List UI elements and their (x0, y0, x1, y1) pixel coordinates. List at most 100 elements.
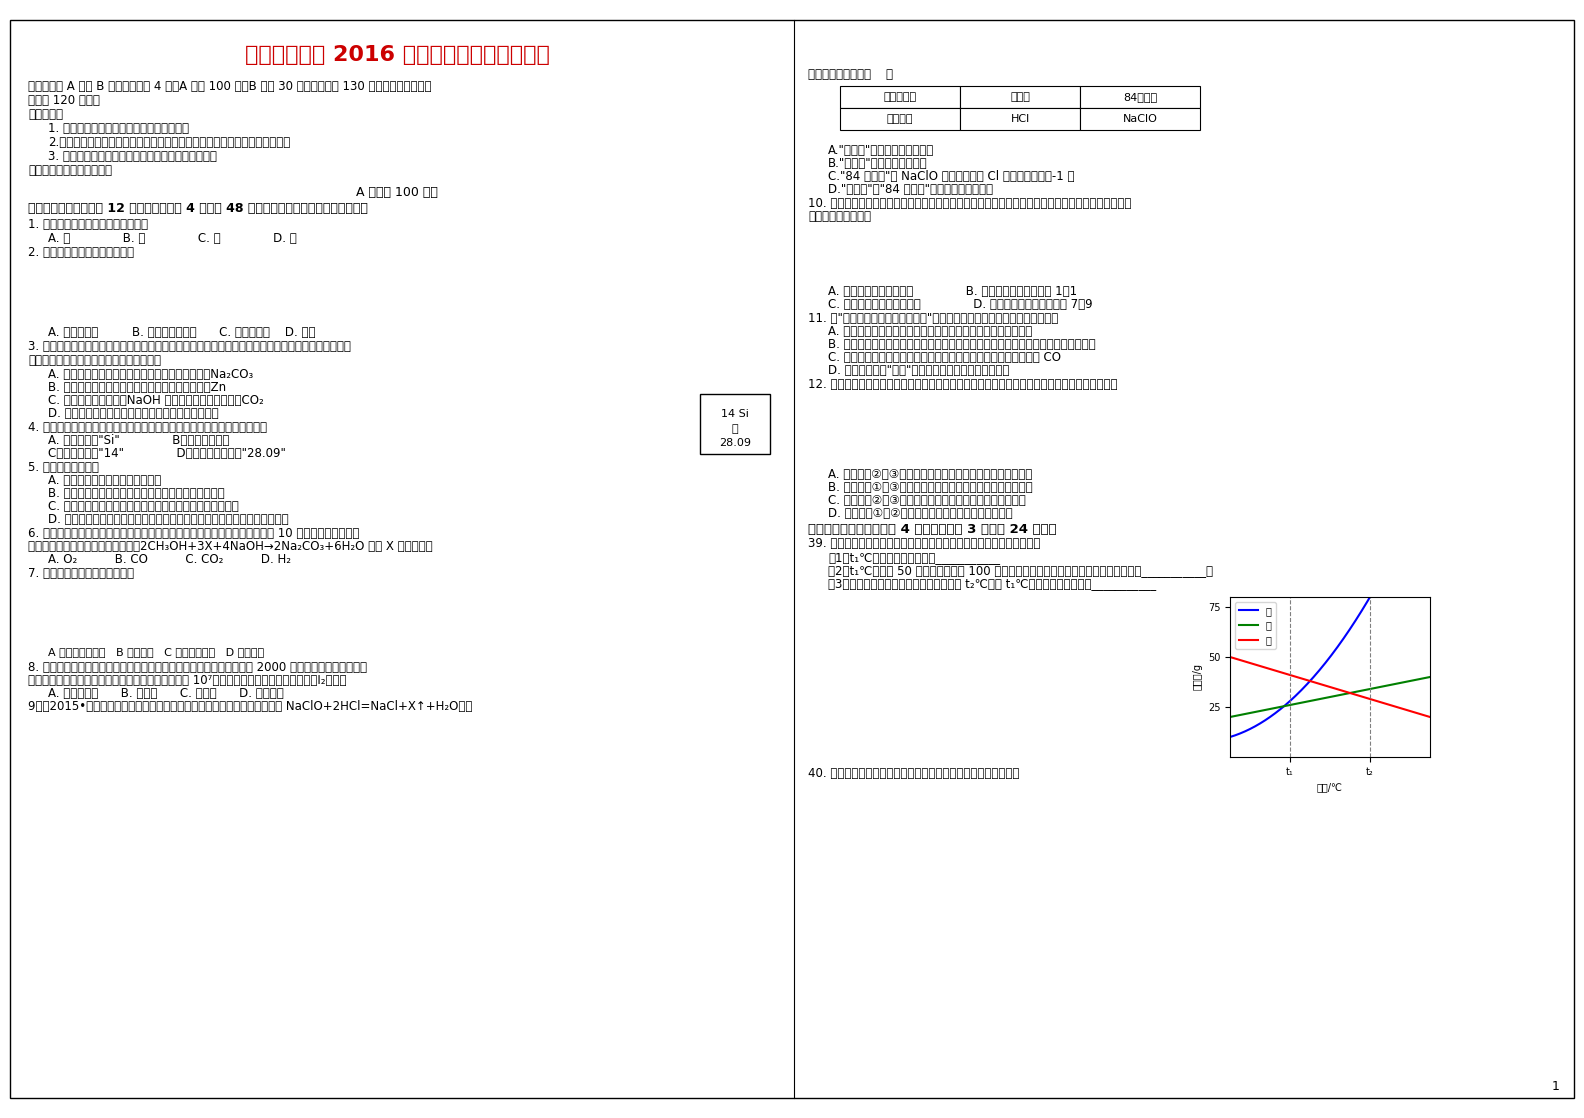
Text: D."洁厕灵"与"84 消毒液"混合后发生置换反应: D."洁厕灵"与"84 消毒液"混合后发生置换反应 (828, 183, 993, 196)
Text: A. 胶头滴管中的试剂：稀硫酸；集气瓶中的试剂：Na₂CO₃: A. 胶头滴管中的试剂：稀硫酸；集气瓶中的试剂：Na₂CO₃ (48, 368, 253, 381)
Text: A. 氧              B. 硅              C. 铁              D. 铝: A. 氧 B. 硅 C. 铁 D. 铝 (48, 233, 296, 245)
Text: 11. 在"对蜡烛及其燃烧的探究实验"现象或结论的叙述中，下列说法错误的是: 11. 在"对蜡烛及其燃烧的探究实验"现象或结论的叙述中，下列说法错误的是 (808, 312, 1058, 325)
Text: D. 胶头滴管中的试剂：浓硫酸；集气瓶中的试剂：水: D. 胶头滴管中的试剂：浓硫酸；集气瓶中的试剂：水 (48, 407, 219, 420)
甲 (1421, 471, 1440, 484)
乙 (1274, 700, 1293, 713)
Text: 4. 在元素周期表中硅元素的某些信息如图所示，下列有关硅的说法错误的是: 4. 在元素周期表中硅元素的某些信息如图所示，下列有关硅的说法错误的是 (29, 421, 268, 434)
X-axis label: 温度/℃: 温度/℃ (1316, 783, 1343, 793)
Text: A 卷（共 100 分）: A 卷（共 100 分） (356, 186, 437, 199)
甲 (1221, 730, 1240, 743)
Text: 硅: 硅 (732, 424, 738, 434)
Text: 9．（2015•贵阳）化学就在我们身边，下表是生活中常见的两种清洁剂，且 NaClO+2HCl=NaCl+X↑+H₂O，则: 9．（2015•贵阳）化学就在我们身边，下表是生活中常见的两种清洁剂，且 NaC… (29, 700, 472, 713)
甲 (1232, 726, 1251, 739)
Text: C. 洗涤剂能洗涤餐具上油污的原因是洗涤剂可以使油脂乳化: C. 洗涤剂能洗涤餐具上油污的原因是洗涤剂可以使油脂乳化 (48, 500, 239, 513)
Text: 有效成分: 有效成分 (887, 114, 914, 124)
Text: 7. 下列实验操作中，不正确的是: 7. 下列实验操作中，不正确的是 (29, 567, 135, 580)
乙 (1232, 708, 1251, 721)
Text: 5. 下列说法正确的是: 5. 下列说法正确的是 (29, 461, 98, 474)
乙 (1410, 672, 1429, 685)
Text: 加适量液体后，能观察到气球变大的组合是: 加适量液体后，能观察到气球变大的组合是 (29, 354, 162, 367)
Text: C、原子序数为"14"              D、相对原了质量为"28.09": C、原子序数为"14" D、相对原了质量为"28.09" (48, 447, 285, 459)
Bar (700, 394, 770, 454)
Line: 乙: 乙 (1231, 678, 1430, 717)
Text: 洁厕灵: 洁厕灵 (1011, 92, 1030, 102)
甲 (1403, 508, 1422, 521)
Text: D. 燃烧的蜡烛有"流泪"的现象，因为有蜡烛的熔点较低: D. 燃烧的蜡烛有"流泪"的现象，因为有蜡烛的熔点较低 (828, 364, 1009, 377)
Text: 化学共 120 分钟。: 化学共 120 分钟。 (29, 94, 100, 107)
Text: B. 胶头滴管中的试剂：稀盐酸；集气瓶中的试剂：Zn: B. 胶头滴管中的试剂：稀盐酸；集气瓶中的试剂：Zn (48, 381, 227, 394)
丙 (1232, 654, 1251, 667)
Text: C. 对比实验②和③，可研究盐酸温度对反应剧烈程度的影响: C. 对比实验②和③，可研究盐酸温度对反应剧烈程度的影响 (828, 494, 1026, 506)
Text: A."洁厕灵"可用于金属表面除锈: A."洁厕灵"可用于金属表面除锈 (828, 144, 935, 157)
Line: 丙: 丙 (1231, 657, 1430, 717)
Bar (1080, 86, 1201, 108)
Text: C. 胶头滴管中的试剂：NaOH 溶液；集气瓶中的试剂：CO₂: C. 胶头滴管中的试剂：NaOH 溶液；集气瓶中的试剂：CO₂ (48, 394, 265, 407)
Bar (840, 108, 960, 130)
Text: 1. 答题前请认真阅读答题卡上的注意事项。: 1. 答题前请认真阅读答题卡上的注意事项。 (48, 122, 188, 135)
Text: 3. 考试结束后，监考人员将试卷和答题卡一并收回。: 3. 考试结束后，监考人员将试卷和答题卡一并收回。 (48, 150, 217, 163)
Text: C. 该反应是吸收热量的反应              D. 反应中甲和丁的质量比为 7：9: C. 该反应是吸收热量的反应 D. 反应中甲和丁的质量比为 7：9 (828, 299, 1093, 311)
Text: 本试卷分为 A 卷和 B 卷两部分，共 4 页。A 卷共 100 分，B 卷共 30 分，全卷总分 130 分。考试时间物理、: 本试卷分为 A 卷和 B 卷两部分，共 4 页。A 卷共 100 分，B 卷共 … (29, 80, 431, 93)
Text: 6. 摩托罗拉公司研发了一种由甲醇为原料的新型手机电池，其容量为锂电池的 10 倍，可连续使用一个: 6. 摩托罗拉公司研发了一种由甲醇为原料的新型手机电池，其容量为锂电池的 10 … (29, 527, 360, 540)
丙 (1229, 653, 1248, 666)
Text: 14 Si: 14 Si (721, 409, 749, 419)
Text: A 检查装置气密性   B 蒸发结晶   C 取用固体粉末   D 添加液体: A 检查装置气密性 B 蒸发结晶 C 取用固体粉末 D 添加液体 (48, 647, 265, 657)
丙 (1421, 710, 1440, 723)
乙 (1258, 703, 1277, 717)
乙 (1403, 674, 1422, 688)
Legend: 甲, 乙, 丙: 甲, 乙, 丙 (1236, 601, 1275, 650)
丙 (1258, 662, 1277, 675)
Text: 注意事项：: 注意事项： (29, 108, 63, 121)
Bar (1080, 108, 1201, 130)
Text: 一．选择题（本题包括 12 个小题，每小题 4 分，共 48 分；每小题只有一个选项符合题意）: 一．选择题（本题包括 12 个小题，每小题 4 分，共 48 分；每小题只有一个… (29, 202, 367, 215)
Text: A. 甲、丙、丁都是氧化物              B. 反应物的分子个数比为 1：1: A. 甲、丙、丁都是氧化物 B. 反应物的分子个数比为 1：1 (828, 285, 1077, 299)
甲 (1258, 712, 1277, 726)
Text: C."84 消毒液"中 NaClO 属于盐，其中 Cl 元素的化合价呈-1 价: C."84 消毒液"中 NaClO 属于盐，其中 Cl 元素的化合价呈-1 价 (828, 170, 1074, 183)
乙 (1221, 710, 1240, 723)
Text: D. 铜粉在空气中加热后固体质量会增加，因此这个反应不遵守质量守恒定律: D. 铜粉在空气中加热后固体质量会增加，因此这个反应不遵守质量守恒定律 (48, 513, 288, 525)
乙 (1421, 671, 1440, 684)
Text: B. 钢铁是钢和铁熔合在一起制得的具有金属特性的合金: B. 钢铁是钢和铁熔合在一起制得的具有金属特性的合金 (48, 487, 225, 500)
Text: B. 罩在烛火上方的涂有澄清石灰水的烧杯内壁变浑浊，说明蜡烛燃烧有二氧化碳生成: B. 罩在烛火上方的涂有澄清石灰水的烧杯内壁变浑浊，说明蜡烛燃烧有二氧化碳生成 (828, 338, 1096, 351)
Bar (960, 108, 1080, 130)
乙 (1229, 709, 1248, 722)
Bar (840, 86, 960, 108)
甲 (1410, 493, 1429, 506)
Text: NaClO: NaClO (1123, 114, 1158, 124)
Text: 10. 物质甲是一种重要的化工原料，在点燃条件下可以和乙反应生成丙和丁，根据下列微观示意图得出: 10. 物质甲是一种重要的化工原料，在点燃条件下可以和乙反应生成丙和丁，根据下列… (808, 197, 1131, 210)
甲 (1229, 728, 1248, 741)
Text: B. 对比实验①和③，可研究盐酸的浓度对反应剧烈程度的影响: B. 对比实验①和③，可研究盐酸的浓度对反应剧烈程度的影响 (828, 481, 1033, 494)
Text: 相关技术中，用碘来掺杂聚合物，使其导电能力增加 10⁷倍，具有金属般的导电能力，碘（I₂）属于: 相关技术中，用碘来掺杂聚合物，使其导电能力增加 10⁷倍，具有金属般的导电能力，… (29, 674, 347, 686)
Text: C. 点燃蜡烛熄灭时的白烟，蜡烛能够被点燃，说明白烟是可燃气体 CO: C. 点燃蜡烛熄灭时的白烟，蜡烛能够被点燃，说明白烟是可燃气体 CO (828, 351, 1061, 364)
Text: 可能用到的相对原子质量：: 可能用到的相对原子质量： (29, 164, 112, 177)
丙 (1221, 651, 1240, 664)
Text: D. 对比实验①和②，可研究盐酸对反应剧烈程度的影响: D. 对比实验①和②，可研究盐酸对反应剧烈程度的影响 (828, 506, 1012, 520)
Text: 28.09: 28.09 (719, 438, 751, 448)
Text: A. 处理金属废弃物的方法是填埋法: A. 处理金属废弃物的方法是填埋法 (48, 474, 162, 487)
Text: HCl: HCl (1011, 114, 1030, 124)
Text: A. 罩在烛火上方的冷烧杯内壁出现白雾，说明蜡烛燃烧有水生成: A. 罩在烛火上方的冷烧杯内壁出现白雾，说明蜡烛燃烧有水生成 (828, 325, 1033, 338)
Text: 月才充一次电，其电池反应原理为：2CH₃OH+3X+4NaOH→2Na₂CO₃+6H₂O 其中 X 的化学式为: 月才充一次电，其电池反应原理为：2CH₃OH+3X+4NaOH→2Na₂CO₃+… (29, 540, 432, 553)
Bar (960, 86, 1080, 108)
Text: （3）将甲、乙、丙三种物质的饱和溶液从 t₂℃降至 t₁℃时，无晶体析出的是___________: （3）将甲、乙、丙三种物质的饱和溶液从 t₂℃降至 t₁℃时，无晶体析出的是__… (828, 577, 1156, 590)
Text: 40. 将下列实验的错误操作可能造成的后果的序号填入相应空格内: 40. 将下列实验的错误操作可能造成的后果的序号填入相应空格内 (808, 767, 1020, 780)
Text: 1. 地壳中质量分数含量最高的元素是: 1. 地壳中质量分数含量最高的元素是 (29, 218, 147, 231)
Line: 甲: 甲 (1231, 477, 1430, 737)
Text: 1: 1 (1552, 1080, 1560, 1093)
Text: A. O₂          B. CO          C. CO₂          D. H₂: A. O₂ B. CO C. CO₂ D. H₂ (48, 553, 291, 566)
Y-axis label: 溶解度/g: 溶解度/g (1193, 663, 1202, 691)
Text: A. 元素符号为"Si"              B、属于金属元素: A. 元素符号为"Si" B、属于金属元素 (48, 434, 230, 447)
Text: 四川省内江市 2016 年中考化学全真模拟试卷: 四川省内江市 2016 年中考化学全真模拟试卷 (244, 45, 550, 65)
Text: 39. 甲是、乙、丙三种固体物质的溶解度曲线，请结合图回答下列问题：: 39. 甲是、乙、丙三种固体物质的溶解度曲线，请结合图回答下列问题： (808, 537, 1041, 550)
Text: 12. 为探究影响锌粒与盐酸反应剧烈程度的因素，某学习小组设计了下列实验，下列说法正确的是: 12. 为探究影响锌粒与盐酸反应剧烈程度的因素，某学习小组设计了下列实验，下列说… (808, 378, 1117, 391)
Text: 二．填空题（本大题包括 4 个小题，每空 3 分，共 24 分。）: 二．填空题（本大题包括 4 个小题，每空 3 分，共 24 分。） (808, 523, 1057, 536)
Text: （2）t₁℃时，将 50 克甲物质加入到 100 克水中，充分搅拌，所得溶液的溶质质量分数为___________；: （2）t₁℃时，将 50 克甲物质加入到 100 克水中，充分搅拌，所得溶液的溶… (828, 563, 1213, 577)
Text: 2. 下列实验操作或装置正确的是: 2. 下列实验操作或装置正确的是 (29, 246, 135, 259)
Text: 84消毒液: 84消毒液 (1123, 92, 1156, 102)
Text: B."洁厕灵"可清洗大理石地面: B."洁厕灵"可清洗大理石地面 (828, 157, 928, 170)
Text: （1）t₁℃时丙物质的溶解度为___________: （1）t₁℃时丙物质的溶解度为___________ (828, 551, 1000, 563)
丙 (1410, 708, 1429, 721)
Text: A. 对比实验②和③，可研究盐酸的浓度对反应剧烈程度的影响: A. 对比实验②和③，可研究盐酸的浓度对反应剧烈程度的影响 (828, 468, 1033, 481)
丙 (1403, 705, 1422, 719)
Text: 的结论中，正确的是: 的结论中，正确的是 (808, 210, 871, 222)
